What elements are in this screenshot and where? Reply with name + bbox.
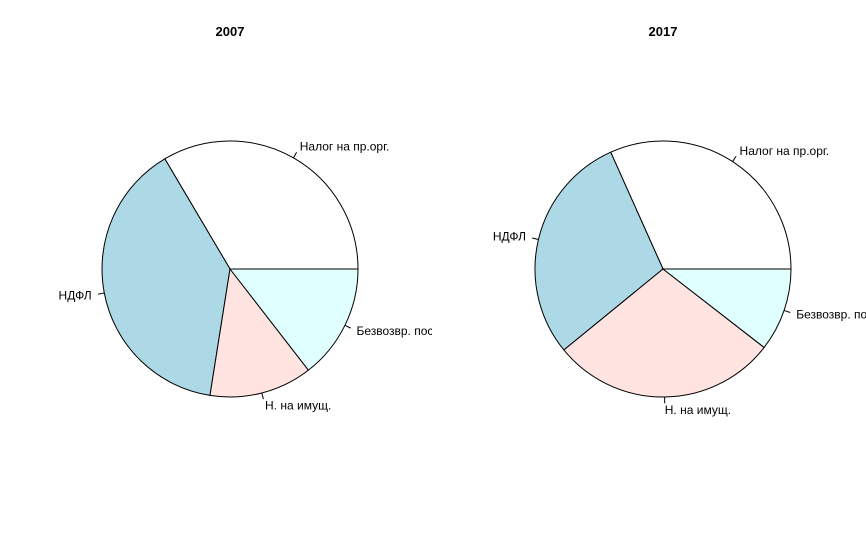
- slice-label-nalog-na-pr-org-2017: Налог на пр.орг.: [740, 144, 830, 158]
- chart-title-2007: 2007: [216, 24, 245, 39]
- leader-line-nalog-na-pr-org-2007: [292, 152, 298, 159]
- slice-bezvozvr-pos-2007: [228, 268, 359, 371]
- slice-label-ndfl-2017: НДФЛ: [493, 230, 526, 244]
- slice-n-na-imush-2007: [209, 267, 310, 398]
- slice-bezvozvr-pos-2017: [661, 268, 792, 349]
- pie-chart-2007: 2007 Налог на пр.орг. НДФЛ Н. на имущ. Безв…: [59, 24, 433, 413]
- slices-2007: [101, 140, 359, 398]
- labels-2007: Налог на пр.орг. НДФЛ Н. на имущ. Безвозвр.…: [59, 140, 433, 413]
- slice-n-na-imush-2017: [563, 268, 765, 398]
- slice-label-n-na-imush-2017: Н. на имущ.: [665, 403, 731, 417]
- slice-label-bezvozvr-pos-2017: Безвозвр. пос: [796, 308, 866, 322]
- slice-label-bezvozvr-pos-2007: Безвозвр. пос: [356, 324, 433, 338]
- chart-title-2017: 2017: [649, 24, 678, 39]
- leader-line-ndfl-2007: [97, 292, 105, 295]
- leader-line-n-na-imush-2007: [261, 392, 264, 400]
- labels-2017: Налог на пр.орг. НДФЛ Н. на имущ. Безвозвр.…: [493, 144, 866, 417]
- slice-ndfl-2017: [534, 151, 664, 351]
- slice-label-ndfl-2007: НДФЛ: [59, 288, 92, 302]
- leader-line-ndfl-2017: [532, 237, 539, 240]
- slice-label-n-na-imush-2007: Н. на имущ.: [265, 398, 331, 412]
- leader-line-nalog-na-pr-org-2017: [732, 155, 737, 162]
- slice-nalog-na-pr-org-2007: [164, 140, 359, 270]
- leader-line-bezvozvr-pos-2007: [344, 324, 351, 329]
- pie-chart-2017: 2017 Налог на пр.орг. НДФЛ Н. на имущ. Безв…: [493, 24, 866, 417]
- slice-ndfl-2007: [101, 158, 231, 396]
- leader-line-bezvozvr-pos-2017: [783, 309, 791, 314]
- slice-label-nalog-na-pr-org-2007: Налог на пр.орг.: [300, 140, 390, 154]
- slices-2017: [534, 140, 792, 398]
